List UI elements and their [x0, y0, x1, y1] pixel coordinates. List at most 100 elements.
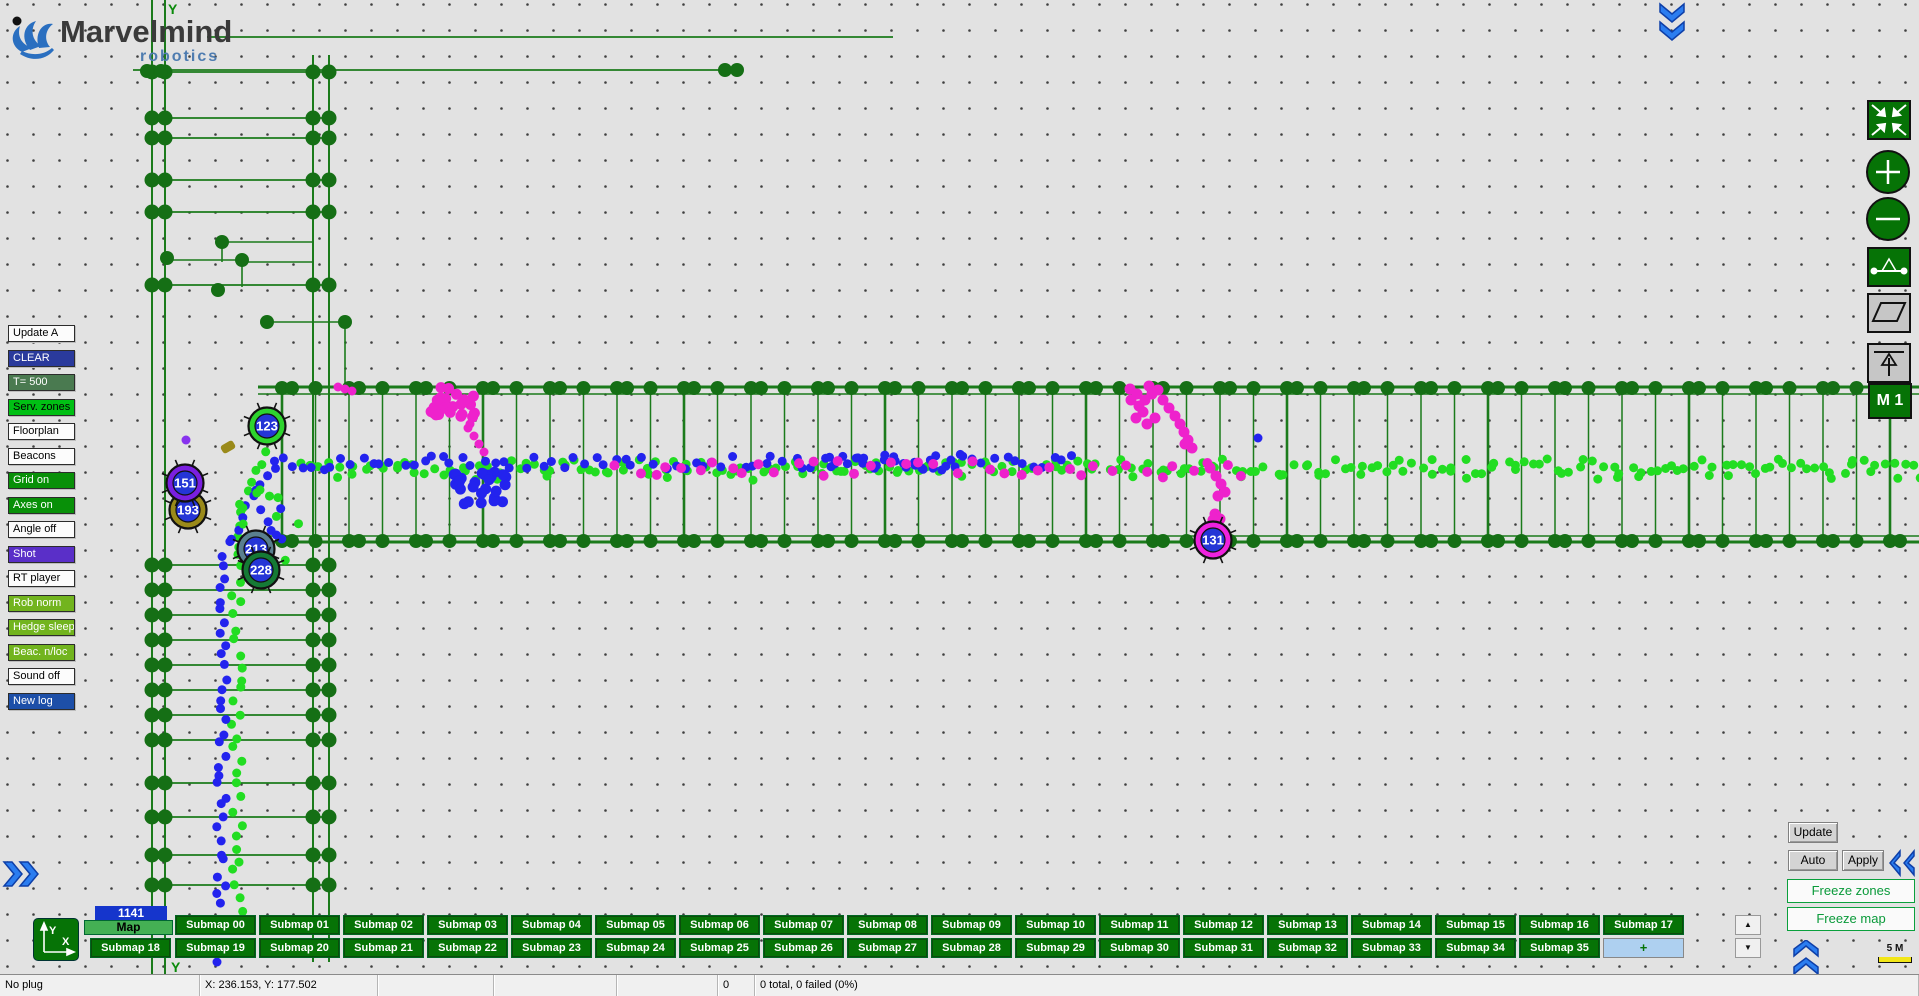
- svg-text:Y: Y: [171, 959, 181, 975]
- svg-text:123: 123: [256, 419, 278, 434]
- sidebar-button-beac-n-loc[interactable]: Beac. n/loc: [8, 643, 75, 661]
- logo-subtitle-text: robotics: [140, 48, 220, 65]
- submap-button-submap-25[interactable]: Submap 25: [679, 938, 760, 958]
- submap-button-submap-12[interactable]: Submap 12: [1183, 915, 1264, 935]
- submap-button-submap-07[interactable]: Submap 07: [763, 915, 844, 935]
- submap-button-submap-14[interactable]: Submap 14: [1351, 915, 1432, 935]
- submap-button-submap-22[interactable]: Submap 22: [427, 938, 508, 958]
- status-segment-1: X: 236.153, Y: 177.502: [200, 975, 378, 996]
- sidebar-button-serv-zones[interactable]: Serv. zones: [8, 398, 75, 416]
- hedgehog-logo-icon: [12, 16, 54, 59]
- load-map-icon[interactable]: [1867, 343, 1911, 383]
- measure-path-icon[interactable]: [1867, 247, 1911, 287]
- zoom-in-icon[interactable]: [1866, 150, 1910, 194]
- sidebar-button-angle-off[interactable]: Angle off: [8, 521, 75, 538]
- apply-button[interactable]: Apply: [1842, 850, 1884, 871]
- tracking-path-dots: [181, 380, 1919, 967]
- sidebar-button-clear[interactable]: CLEAR: [8, 349, 75, 367]
- collapse-panel-down-icon[interactable]: [1656, 2, 1694, 47]
- map-button[interactable]: Map: [84, 920, 173, 935]
- submap-button-submap-33[interactable]: Submap 33: [1351, 938, 1432, 958]
- status-segment-6: 0 total, 0 failed (0%): [755, 975, 1919, 996]
- submap-button-submap-00[interactable]: Submap 00: [175, 915, 256, 935]
- submap-button-submap-15[interactable]: Submap 15: [1435, 915, 1516, 935]
- status-segment-2: [378, 975, 494, 996]
- submap-button-submap-09[interactable]: Submap 09: [931, 915, 1012, 935]
- beacon-marker-123[interactable]: 123: [243, 402, 291, 450]
- submap-button-submap-30[interactable]: Submap 30: [1099, 938, 1180, 958]
- parallelogram-zone-icon[interactable]: [1867, 293, 1911, 333]
- beacon-marker-131[interactable]: 131: [1189, 516, 1237, 564]
- submap-button-submap-02[interactable]: Submap 02: [343, 915, 424, 935]
- zoom-out-icon[interactable]: [1866, 197, 1910, 241]
- sidebar-button-shot[interactable]: Shot: [8, 545, 75, 563]
- expand-panel-up-icon[interactable]: [1790, 939, 1826, 983]
- beacon-marker-151[interactable]: 151: [161, 459, 209, 507]
- submap-scroll-up-button[interactable]: ▲: [1735, 915, 1761, 935]
- sidebar-button-beacons[interactable]: Beacons: [8, 447, 75, 465]
- status-bar: No plug X: 236.153, Y: 177.502 0 0 total, 0…: [0, 974, 1919, 996]
- svg-text:151: 151: [174, 476, 196, 491]
- submap-button-submap-28[interactable]: Submap 28: [931, 938, 1012, 958]
- submap-button-submap-06[interactable]: Submap 06: [679, 915, 760, 935]
- submap-button-submap-27[interactable]: Submap 27: [847, 938, 928, 958]
- update-button[interactable]: Update: [1788, 822, 1838, 843]
- submap-button-submap-10[interactable]: Submap 10: [1015, 915, 1096, 935]
- sidebar-button-floorplan[interactable]: Floorplan: [8, 423, 75, 440]
- sidebar-button-axes-on[interactable]: Axes on: [8, 496, 75, 514]
- sidebar-button-t-500[interactable]: T= 500: [8, 374, 75, 391]
- sidebar-button-rob-norm[interactable]: Rob norm: [8, 594, 75, 612]
- submap-button-submap-35[interactable]: Submap 35: [1519, 938, 1600, 958]
- sidebar-button-sound-off[interactable]: Sound off: [8, 668, 75, 685]
- submap-button-submap-21[interactable]: Submap 21: [343, 938, 424, 958]
- beacon-marker-228[interactable]: 228: [237, 546, 285, 594]
- freeze-map-button[interactable]: Freeze map: [1787, 907, 1915, 931]
- auto-button[interactable]: Auto: [1788, 850, 1838, 871]
- submap-button-submap-16[interactable]: Submap 16: [1519, 915, 1600, 935]
- submap-button-submap-19[interactable]: Submap 19: [175, 938, 256, 958]
- freeze-zones-button[interactable]: Freeze zones: [1787, 879, 1915, 903]
- submap-button-submap-24[interactable]: Submap 24: [595, 938, 676, 958]
- submap-button-submap-29[interactable]: Submap 29: [1015, 938, 1096, 958]
- sidebar-button-grid-on[interactable]: Grid on: [8, 472, 75, 489]
- map-axis-labels: YY: [168, 1, 181, 975]
- submap-button-submap-20[interactable]: Submap 20: [259, 938, 340, 958]
- marvelmind-logo: Marvelmind robotics: [8, 8, 232, 66]
- submap-button-submap-23[interactable]: Submap 23: [511, 938, 592, 958]
- submap-button-submap-18[interactable]: Submap 18: [90, 938, 171, 958]
- sidebar-button-new-log[interactable]: New log: [8, 692, 75, 710]
- svg-text:193: 193: [177, 503, 199, 518]
- sidebar-button-rt-player[interactable]: RT player: [8, 570, 75, 587]
- submap-button-submap-26[interactable]: Submap 26: [763, 938, 844, 958]
- submap-button-submap-08[interactable]: Submap 08: [847, 915, 928, 935]
- submap-scroll-down-button[interactable]: ▼: [1735, 938, 1761, 958]
- sidebar-button-hedge-sleep[interactable]: Hedge sleep: [8, 619, 75, 636]
- status-segment-4: [617, 975, 718, 996]
- add-submap-button[interactable]: +: [1603, 938, 1684, 958]
- logo-brand-text: Marvelmind: [60, 14, 233, 49]
- submap-button-submap-32[interactable]: Submap 32: [1267, 938, 1348, 958]
- expand-panel-right-icon[interactable]: [2, 858, 44, 899]
- submap-button-submap-04[interactable]: Submap 04: [511, 915, 592, 935]
- fit-view-icon[interactable]: [1867, 100, 1911, 140]
- svg-text:X: X: [62, 936, 70, 948]
- axes-orientation-widget[interactable]: Y X: [33, 918, 79, 961]
- collapse-panel-left-icon[interactable]: [1884, 848, 1919, 886]
- sidebar-button-update-a[interactable]: Update A: [8, 325, 75, 342]
- status-segment-3: [494, 975, 617, 996]
- submap-button-submap-03[interactable]: Submap 03: [427, 915, 508, 935]
- status-segment-5: 0: [718, 975, 755, 996]
- map-marker-m1[interactable]: M 1: [1868, 383, 1912, 419]
- map-beacon-count-badge: 1141: [95, 906, 167, 920]
- submap-button-submap-13[interactable]: Submap 13: [1267, 915, 1348, 935]
- submap-button-submap-05[interactable]: Submap 05: [595, 915, 676, 935]
- submap-button-submap-11[interactable]: Submap 11: [1099, 915, 1180, 935]
- submap-button-submap-34[interactable]: Submap 34: [1435, 938, 1516, 958]
- submap-button-submap-01[interactable]: Submap 01: [259, 915, 340, 935]
- submap-button-submap-31[interactable]: Submap 31: [1183, 938, 1264, 958]
- submap-button-submap-17[interactable]: Submap 17: [1603, 915, 1684, 935]
